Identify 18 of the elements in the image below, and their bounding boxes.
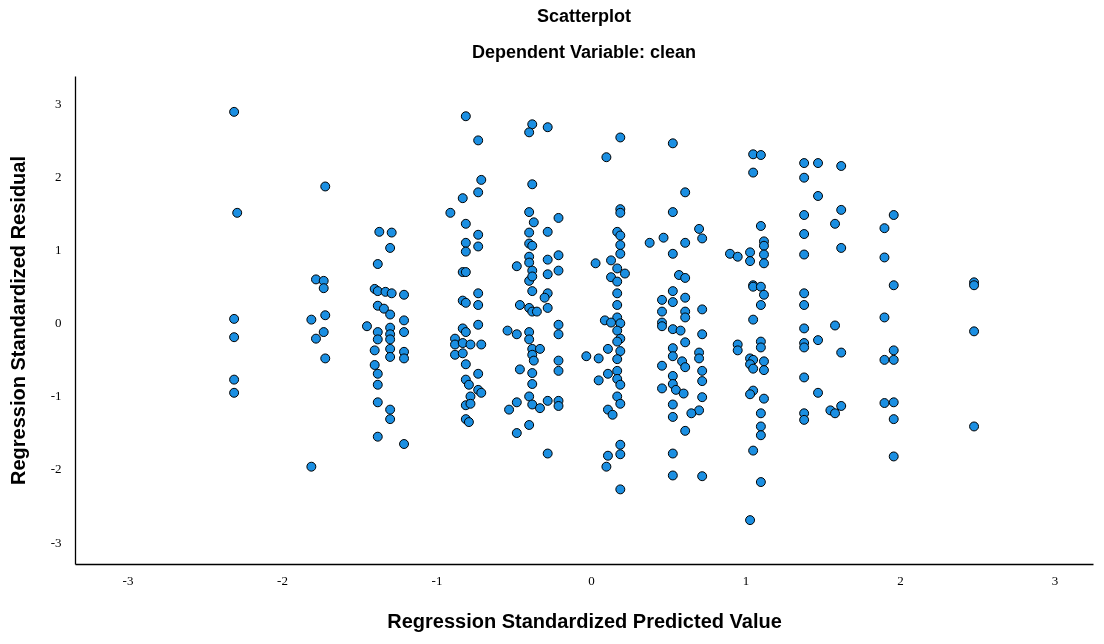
- x-tick-label: 3: [1051, 572, 1059, 588]
- y-tick-label: 1: [55, 241, 62, 257]
- x-tick-label: -2: [277, 572, 288, 588]
- y-tick-label: 0: [55, 315, 62, 331]
- chart-subtitle: Dependent Variable: clean: [471, 42, 697, 62]
- x-tick-label: 0: [588, 572, 595, 588]
- x-tick-label: 1: [742, 572, 750, 588]
- chart-title: Scatterplot: [536, 6, 632, 26]
- y-tick-label: -2: [50, 461, 62, 477]
- y-tick-label: -3: [50, 534, 62, 550]
- x-tick-label: -1: [431, 572, 443, 588]
- x-tick-label: -3: [122, 572, 134, 588]
- y-tick-label: 3: [55, 95, 62, 111]
- x-axis-title: Regression Standardized Predicted Value: [387, 609, 782, 632]
- y-axis-title: Regression Standardized Residual: [6, 156, 29, 485]
- y-tick-label: -1: [50, 388, 62, 404]
- x-tick-label: 2: [897, 572, 904, 588]
- y-tick-label: 2: [55, 168, 62, 184]
